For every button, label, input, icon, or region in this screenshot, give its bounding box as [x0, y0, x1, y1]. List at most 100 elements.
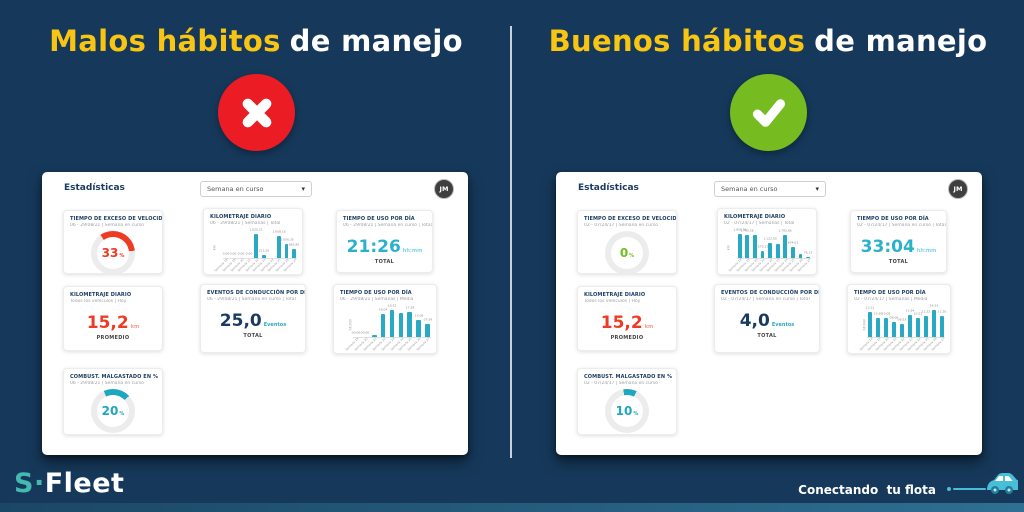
bars-area: 13:12 Semana 18 10:30 Semana 19 10:08 Semana …	[859, 304, 947, 352]
bar-value-label: 11:22	[921, 309, 931, 314]
card-title: COMBUST. MALGASTADO EN %	[70, 374, 159, 380]
donut-value: 33%	[101, 246, 125, 260]
stat-caption: TOTAL	[888, 259, 909, 265]
bar-value-label: 1.783,66	[778, 228, 793, 233]
stat-unit: hh:mm	[402, 248, 423, 254]
bar-column: 16:04 Semana 22	[372, 308, 388, 352]
stat-card-donut: TIEMPO DE EXCESO DE VELOCIDAD EN ...06 -…	[63, 210, 163, 274]
bar	[791, 247, 795, 258]
donut-unit: %	[119, 252, 125, 259]
bar	[254, 234, 259, 258]
bar	[284, 244, 289, 258]
bar-column: 1.056,35 Semana 26	[275, 234, 293, 273]
card-title: TIEMPO DE EXCESO DE VELOCIDAD EN ...	[584, 216, 676, 222]
bar-value-label: 07:59	[423, 317, 432, 322]
stat-card-donut: COMBUST. MALGASTADO EN % 06 - 29/08/21 | …	[63, 368, 163, 435]
bar-column: 0,00 Semana 20	[230, 234, 245, 273]
bar-value-label: 1.792,56	[740, 228, 755, 232]
bar-column: 665,90 Semana 27	[283, 234, 300, 272]
card-title: TIEMPO DE USO POR DÍA	[857, 216, 929, 222]
avatar[interactable]: JM	[434, 179, 454, 199]
bar-column: 10:30 Semana 19	[867, 310, 883, 351]
bar-column: 06:53 Semana 22	[891, 310, 907, 351]
bar-column: Semana 24	[390, 310, 404, 352]
stats-heading: Estadísticas	[578, 183, 639, 193]
stat-caption: TOTAL	[243, 333, 263, 339]
stat-card-big: EVENTOS DE CONDUCCIÓN POR DÍA 06 - 29/08/…	[200, 284, 306, 353]
bar-value-label: 00:00	[352, 330, 361, 335]
stat-value: 33:04 hh:mm	[860, 237, 937, 257]
bar-column: 14:33 Semana 26	[923, 304, 939, 352]
bar	[425, 324, 430, 337]
card-subtitle: Todos los vehículos | Hoy	[70, 299, 127, 304]
bar-value-label: 13:12	[865, 306, 875, 310]
bar	[407, 312, 413, 337]
bar-value-label: 0,00	[245, 251, 252, 256]
bar-column: 11:22 Semana 25	[915, 309, 931, 352]
bar	[768, 243, 773, 258]
bar	[760, 250, 765, 258]
bar-value-label: 1.056,35	[279, 237, 294, 242]
right-title-rest: de manejo	[814, 24, 988, 58]
good-habits-badge	[730, 74, 807, 151]
bar-column: 08:06 Semana 21	[883, 310, 899, 352]
stat-caption: TOTAL	[757, 333, 777, 339]
stat-card-big: KILOMETRAJE DIARIO Todos los vehículos | …	[577, 286, 677, 351]
bar-value-label: 14:33	[929, 303, 939, 308]
bar-value-label: 834,03	[787, 240, 799, 245]
bar	[783, 234, 788, 258]
bar-column: Semana 23	[766, 234, 781, 273]
bar-value-label: 1.658,16	[272, 229, 286, 234]
bar	[775, 244, 780, 258]
bar-column: 0,00 Semana 18	[214, 234, 229, 273]
bar-value-label: 0,00	[230, 251, 237, 256]
bar-value-label: 0,00	[237, 251, 245, 256]
bar-column: 17:29 Semana 25	[398, 306, 414, 352]
stat-value: 21:26 hh:mm	[346, 237, 423, 257]
check-icon	[752, 98, 785, 127]
avatar[interactable]: JM	[948, 179, 968, 199]
bar	[891, 321, 897, 337]
bar	[753, 235, 757, 258]
bar-chart: hh:mm 13:12 Semana 18 10:30 Semana 19 10:08 Se…	[858, 303, 947, 352]
card-title: KILOMETRAJE DIARIO	[70, 292, 132, 298]
period-dropdown[interactable]: Semana en curso ▾	[714, 181, 826, 197]
bar	[931, 310, 937, 337]
bar-column: 16:22 Semana 23	[381, 304, 397, 352]
bar-value-label: 76,13	[803, 250, 813, 255]
stat-card-bars: TIEMPO DE USO POR DÍA 02 - 07/24/17 | Sem…	[847, 284, 951, 354]
bar	[798, 253, 803, 258]
period-dropdown[interactable]: Semana en curso ▾	[200, 181, 312, 197]
card-subtitle: 02 - 07/24/17 | Semana en curso	[584, 223, 658, 228]
card-title: KILOMETRAJE DIARIO	[584, 292, 646, 298]
donut-chart: 10%	[605, 389, 649, 433]
y-axis-label: km	[212, 245, 217, 251]
bar-value-label: 06:53	[897, 318, 907, 322]
y-axis-label: hh:mm	[862, 318, 867, 331]
card-subtitle: Todos los vehículos | Hoy	[584, 299, 641, 304]
bars-area: 00:00 Semana 19 00:00 Semana 20 Semana 21 16:…	[345, 304, 432, 352]
bar-column: 10:22 Semana 24	[907, 310, 923, 352]
footer-accent-strip	[0, 503, 1024, 512]
bar	[875, 317, 881, 337]
donut-chart: 33%	[91, 231, 135, 273]
bar-column: 76,13 Semana 27	[797, 234, 813, 273]
card-subtitle: 06 - 29/08/21 | Semana en curso | Total	[343, 223, 432, 228]
card-subtitle: 06 - 29/08/21 | Semanas | Media	[340, 297, 414, 302]
bar-value-label: 10:08	[881, 311, 891, 316]
donut-unit: %	[629, 252, 635, 259]
logo-dot: ·	[33, 468, 45, 499]
donut-value: 10%	[615, 404, 639, 418]
bar-value-label: 11:54	[905, 308, 915, 313]
bars-area: 0,00 Semana 18 0,00 Semana 19 0,00 Semana 20 0…	[214, 228, 300, 273]
donut-unit: %	[633, 410, 639, 417]
bar-value-label: 1.122,50	[763, 237, 777, 241]
dashboard-left: Estadísticas Semana en curso ▾ JM TIEMPO…	[42, 172, 468, 455]
stat-value: 15,2 km	[600, 313, 654, 333]
bar	[745, 234, 750, 258]
chevron-down-icon: ▾	[301, 185, 305, 193]
donut-value: 0%	[619, 246, 635, 260]
bar-value-label: 1.850,06	[733, 227, 747, 232]
right-section-title: Buenos hábitos de manejo	[512, 24, 1024, 58]
stat-unit: hh:mm	[916, 248, 937, 254]
